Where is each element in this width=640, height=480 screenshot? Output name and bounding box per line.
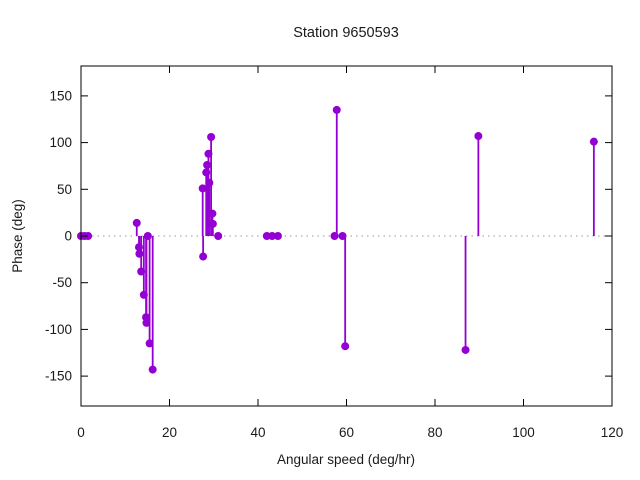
data-point: [208, 219, 217, 228]
data-point: [139, 290, 148, 299]
data-point: [332, 105, 341, 114]
data-point: [268, 232, 277, 240]
data-point: [207, 132, 216, 141]
y-tick-label: 50: [57, 182, 72, 197]
x-tick-label: 120: [601, 425, 624, 440]
data-point: [135, 249, 144, 258]
data-point: [148, 365, 157, 374]
data-point: [145, 339, 154, 348]
data-point: [134, 243, 143, 252]
y-tick-label: 150: [49, 88, 72, 103]
chart-title: Station 9650593: [293, 25, 399, 41]
data-point: [338, 232, 347, 240]
y-tick-label: -100: [45, 322, 72, 337]
x-tick-label: 40: [250, 425, 265, 440]
data-point: [330, 232, 339, 240]
data-point: [84, 232, 93, 240]
data-point: [199, 252, 208, 261]
data-point: [132, 218, 141, 227]
data-point: [143, 232, 152, 240]
data-point: [203, 161, 212, 170]
data-point: [589, 137, 598, 146]
y-tick-label: -150: [45, 369, 72, 384]
x-tick-label: 80: [427, 425, 442, 440]
data-point: [214, 232, 223, 240]
x-tick-label: 60: [339, 425, 354, 440]
y-tick-label: 100: [49, 135, 72, 150]
plot-area: 0 20 40 60 80 100 120 -150 -100 -50 0 50 100 150: [45, 65, 624, 440]
data-point: [202, 168, 211, 177]
data-point: [198, 184, 207, 193]
x-tick-label: 0: [77, 425, 85, 440]
x-tick-label: 100: [512, 425, 535, 440]
data-point: [204, 149, 213, 158]
data-point: [341, 342, 350, 351]
data-point: [137, 267, 146, 276]
data-point: [208, 209, 217, 218]
y-axis-label: Phase (deg): [10, 199, 25, 273]
y-tick-label: 0: [64, 229, 72, 244]
data-point: [474, 132, 483, 141]
x-axis-label: Angular speed (deg/hr): [277, 452, 415, 467]
data-point: [205, 178, 214, 187]
y-tick-label: -50: [52, 275, 72, 290]
data-point: [273, 232, 282, 240]
data-point: [461, 345, 470, 354]
data-point: [142, 318, 151, 327]
x-tick-label: 20: [162, 425, 177, 440]
